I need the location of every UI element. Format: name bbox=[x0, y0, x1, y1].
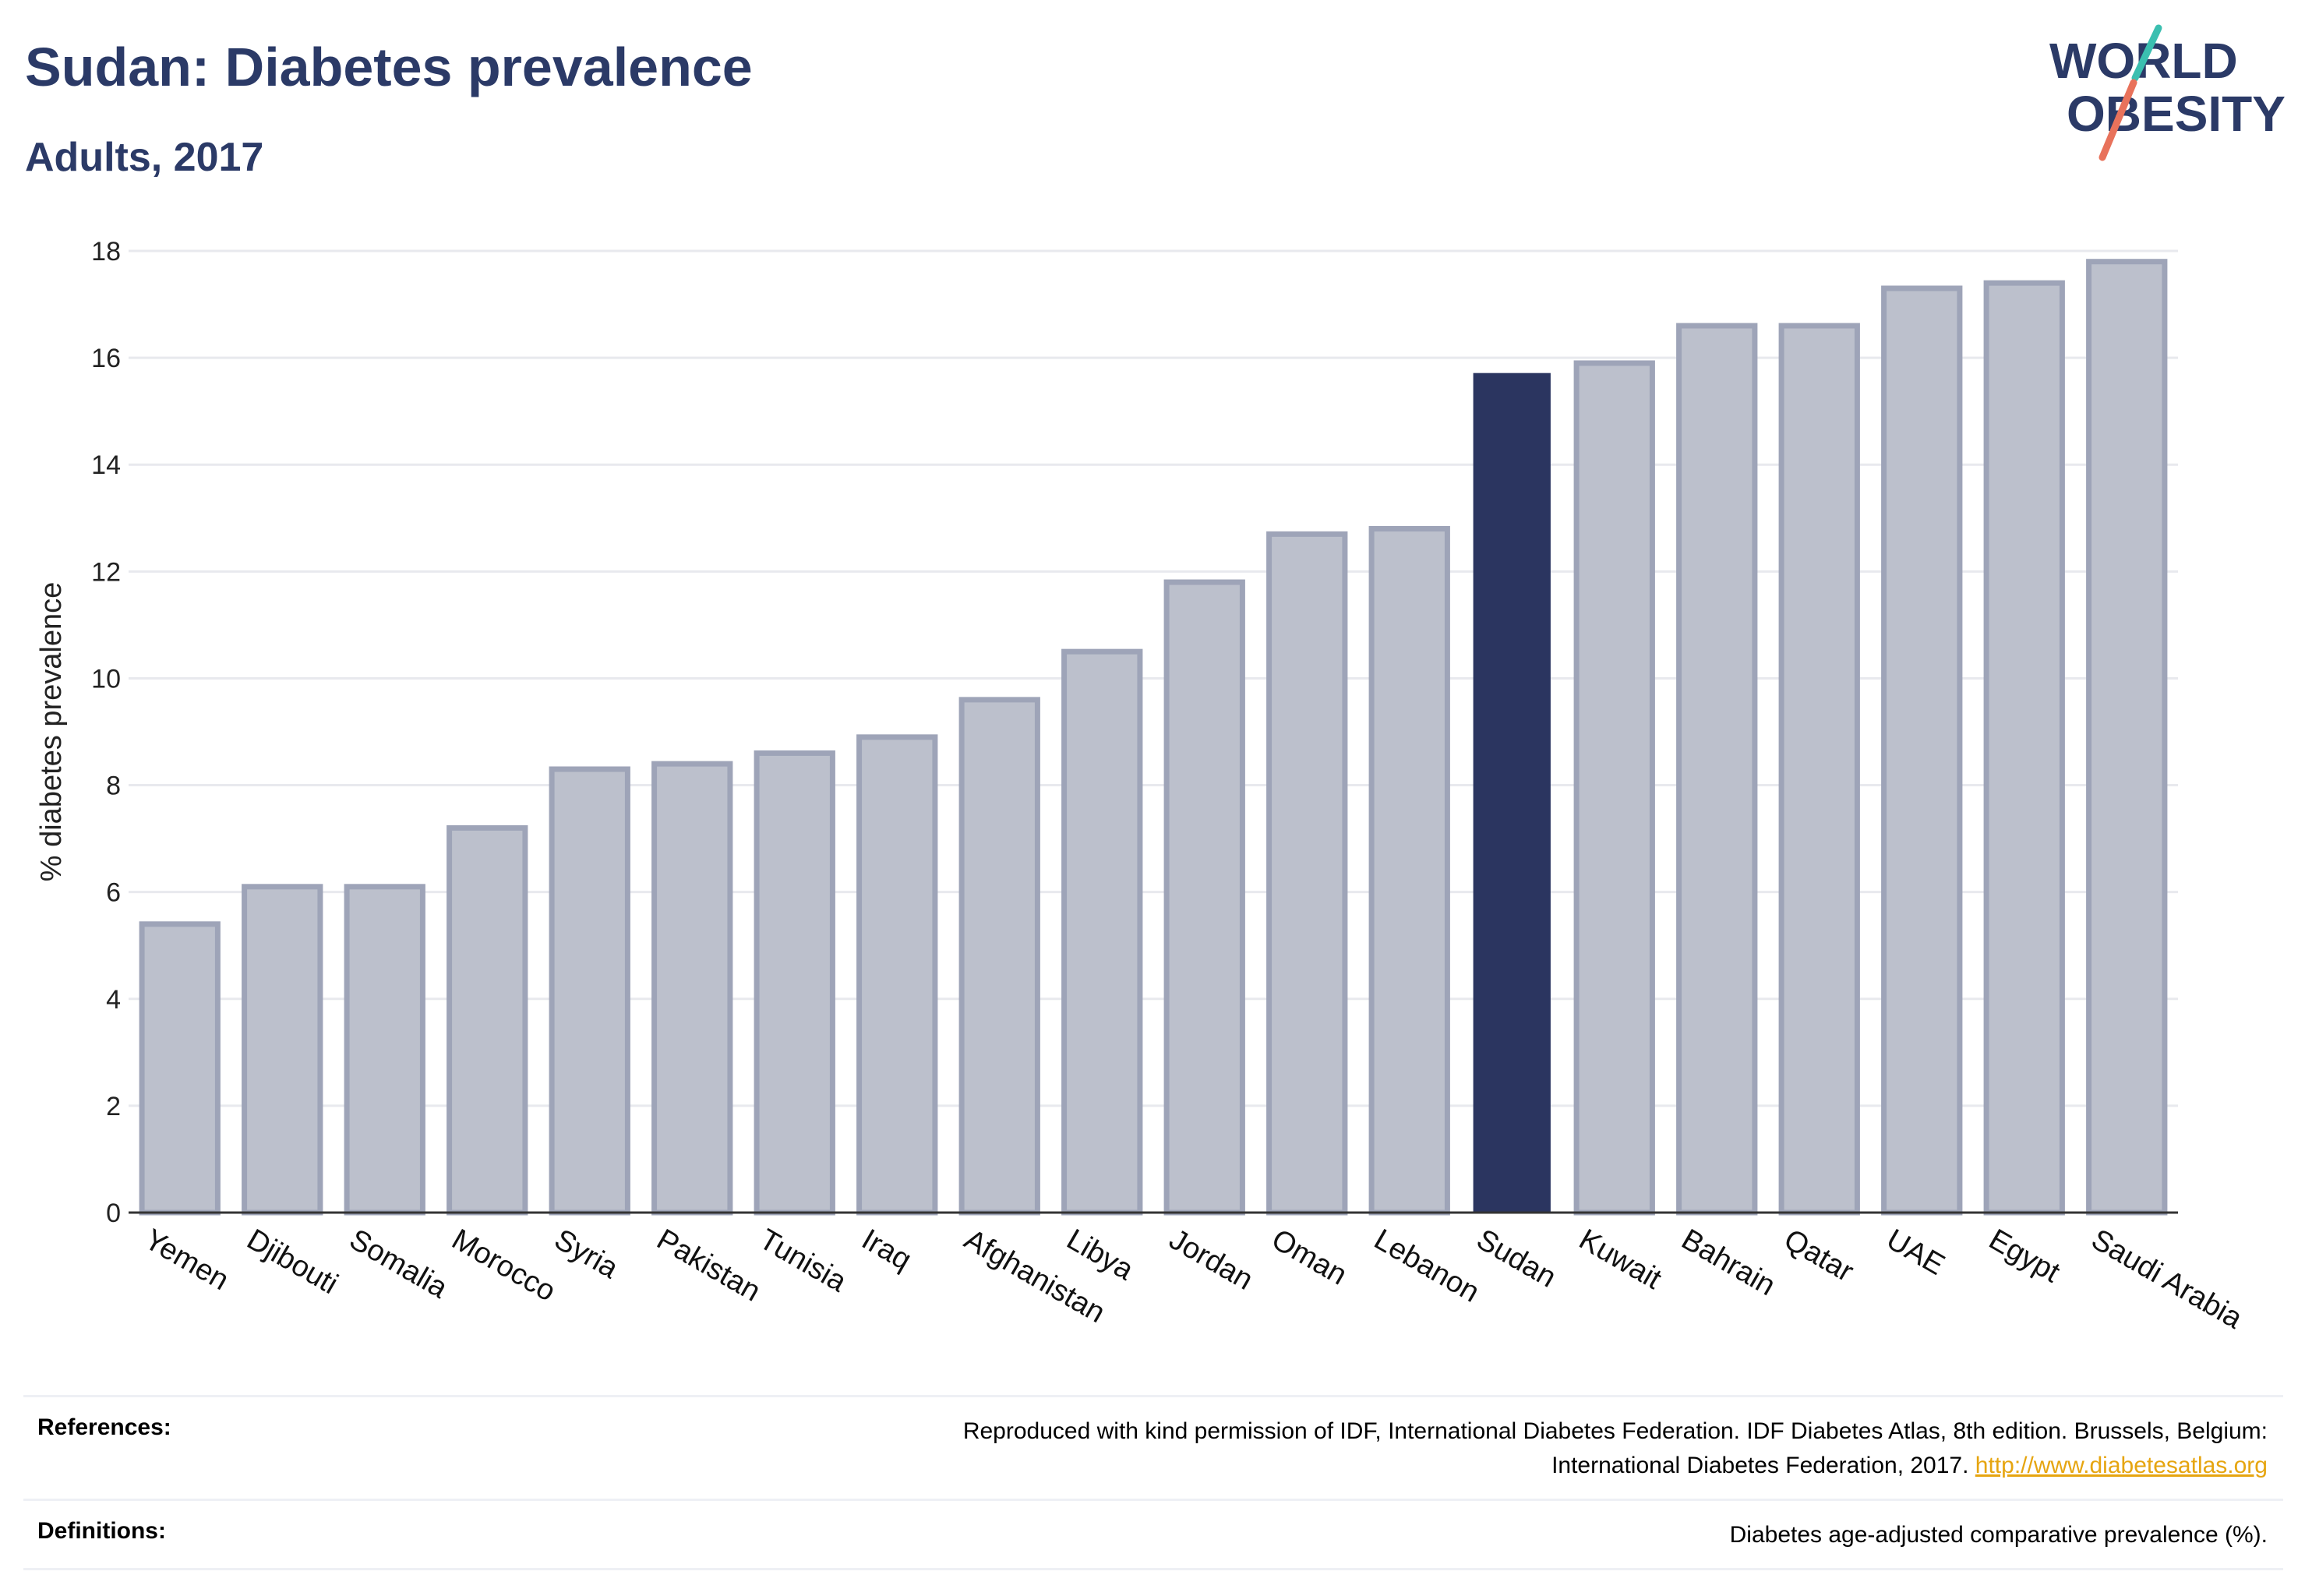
bar-pakistan bbox=[651, 761, 733, 1216]
references-row: References: Reproduced with kind permiss… bbox=[23, 1395, 2283, 1499]
references-line1: Reproduced with kind permission of IDF, … bbox=[962, 1418, 2268, 1444]
footer-notes: References: Reproduced with kind permiss… bbox=[23, 1395, 2283, 1570]
y-axis-title: % diabetes prevalence bbox=[35, 582, 68, 881]
x-tick-label: Saudi Arabia bbox=[2086, 1223, 2248, 1336]
x-tick-label: Bahrain bbox=[1676, 1223, 1781, 1302]
y-tick-label: 18 bbox=[91, 237, 121, 267]
bar-bahrain bbox=[1676, 323, 1758, 1216]
chart-title: Sudan: Diabetes prevalence bbox=[25, 37, 753, 97]
bar-somalia bbox=[344, 884, 425, 1216]
x-tick-label: Yemen bbox=[139, 1223, 234, 1297]
bar-morocco bbox=[447, 824, 528, 1216]
definitions-row: Definitions: Diabetes age-adjusted compa… bbox=[23, 1499, 2283, 1570]
x-tick-label: Kuwait bbox=[1573, 1223, 1667, 1296]
definitions-label: Definitions: bbox=[37, 1518, 166, 1544]
x-tick-label: Djibouti bbox=[242, 1223, 344, 1301]
bar-syria bbox=[549, 766, 630, 1216]
bar-djibouti bbox=[242, 884, 323, 1216]
bar-iraq bbox=[856, 734, 938, 1216]
x-tick-label: Qatar bbox=[1778, 1223, 1859, 1288]
logo-slash-teal bbox=[2131, 24, 2162, 82]
bar-lebanon bbox=[1368, 525, 1450, 1216]
x-tick-label: Morocco bbox=[447, 1223, 561, 1308]
references-text: Reproduced with kind permission of IDF, … bbox=[963, 1414, 2268, 1483]
world-obesity-logo: WORLD OBESITY bbox=[2049, 24, 2286, 161]
logo-line2: OBESITY bbox=[2067, 86, 2286, 142]
bar-kuwait bbox=[1573, 360, 1655, 1216]
x-tick-label: UAE bbox=[1881, 1223, 1950, 1281]
bar-afghanistan bbox=[958, 697, 1040, 1216]
x-tick-label: Somalia bbox=[344, 1223, 454, 1305]
x-tick-label: Sudan bbox=[1471, 1223, 1562, 1294]
y-tick-label: 16 bbox=[91, 344, 121, 373]
bar-jordan bbox=[1163, 579, 1245, 1216]
x-tick-label: Lebanon bbox=[1368, 1223, 1484, 1308]
y-tick-label: 6 bbox=[106, 878, 121, 908]
x-tick-label: Iraq bbox=[856, 1223, 917, 1276]
logo-slash-red bbox=[2099, 79, 2137, 161]
x-tick-label: Syria bbox=[549, 1223, 624, 1285]
bar-egypt bbox=[1983, 280, 2065, 1216]
y-tick-label: 2 bbox=[106, 1092, 121, 1121]
bar-saudi-arabia bbox=[2086, 259, 2168, 1216]
chart-subtitle: Adults, 2017 bbox=[25, 135, 264, 180]
y-tick-label: 8 bbox=[106, 772, 121, 801]
references-line2: International Diabetes Federation, 2017. bbox=[1551, 1453, 1969, 1478]
bar-uae bbox=[1881, 285, 1963, 1216]
y-tick-label: 12 bbox=[91, 557, 121, 587]
bar-oman bbox=[1266, 531, 1348, 1216]
y-tick-label: 0 bbox=[106, 1199, 121, 1228]
y-tick-label: 4 bbox=[106, 985, 121, 1015]
y-tick-label: 14 bbox=[91, 450, 121, 480]
definitions-text: Diabetes age-adjusted comparative preval… bbox=[1729, 1522, 2268, 1548]
bar-yemen bbox=[139, 921, 221, 1216]
bar-chart: 0 2 4 6 8 10 12 14 16 18 % diabetes prevalence Yeme… bbox=[35, 237, 2248, 1336]
bar-libya bbox=[1061, 648, 1143, 1216]
x-tick-label: Pakistan bbox=[651, 1223, 766, 1308]
x-tick-label: Tunisia bbox=[754, 1223, 852, 1298]
x-tick-label: Libya bbox=[1061, 1223, 1139, 1287]
bar-sudan bbox=[1473, 373, 1551, 1214]
references-link[interactable]: http://www.diabetesatlas.org bbox=[1975, 1453, 2268, 1478]
x-tick-label: Oman bbox=[1266, 1223, 1353, 1291]
bar-qatar bbox=[1778, 323, 1860, 1216]
bar-tunisia bbox=[754, 750, 835, 1216]
y-tick-label: 10 bbox=[91, 664, 121, 694]
x-tick-label: Egypt bbox=[1983, 1223, 2066, 1289]
x-tick-label: Jordan bbox=[1163, 1223, 1258, 1296]
references-label: References: bbox=[37, 1414, 171, 1440]
